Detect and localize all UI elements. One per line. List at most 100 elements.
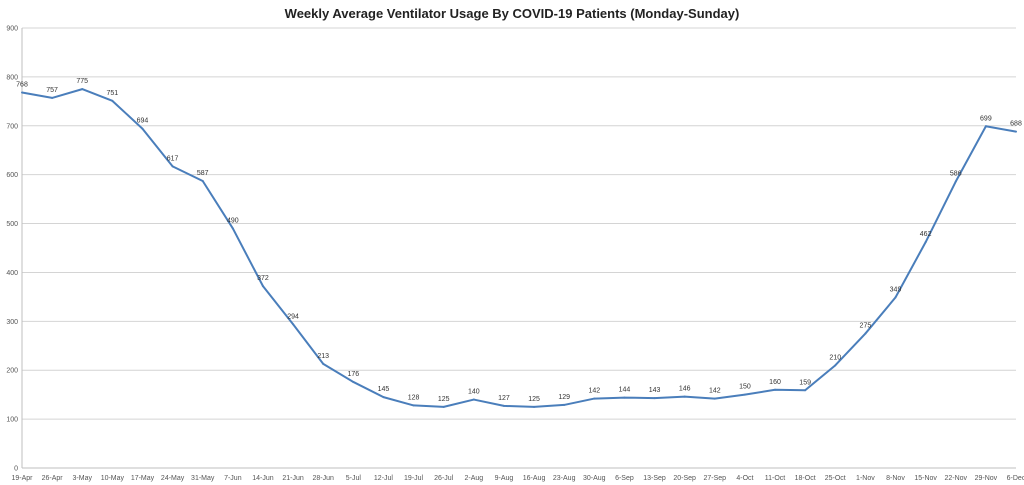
x-tick-label: 26-Jul (434, 475, 454, 482)
x-tick-label: 6-Dec (1007, 475, 1024, 482)
x-tick-label: 25-Oct (825, 475, 846, 482)
data-point (171, 165, 174, 168)
data-point (261, 285, 264, 288)
data-label: 150 (739, 384, 751, 391)
x-tick-label: 13-Sep (643, 475, 666, 482)
data-label: 768 (16, 82, 28, 89)
data-label: 128 (408, 394, 420, 401)
data-point (412, 404, 415, 407)
data-point (472, 398, 475, 401)
data-label: 142 (588, 388, 600, 395)
y-tick-label: 800 (6, 74, 18, 81)
y-tick-label: 100 (6, 417, 18, 424)
x-tick-label: 18-Oct (795, 475, 816, 482)
y-tick-label: 900 (6, 26, 18, 33)
x-tick-label: 8-Nov (886, 475, 905, 482)
x-tick-label: 16-Aug (523, 475, 546, 482)
y-tick-label: 500 (6, 221, 18, 228)
data-label: 349 (890, 286, 902, 293)
x-tick-label: 23-Aug (553, 475, 576, 482)
axes (21, 28, 1016, 469)
data-label: 372 (257, 275, 269, 282)
x-tick-label: 9-Aug (495, 475, 514, 482)
data-label: 688 (1010, 121, 1022, 128)
x-tick-label: 6-Sep (615, 475, 634, 482)
data-point (653, 397, 656, 400)
data-point (502, 404, 505, 407)
x-tick-label: 14-Jun (252, 475, 274, 482)
data-point (804, 389, 807, 392)
y-tick-label: 400 (6, 270, 18, 277)
x-tick-label: 28-Jun (313, 475, 335, 482)
x-tick-label: 27-Sep (703, 475, 726, 482)
series-line (21, 88, 1017, 408)
data-label: 129 (558, 394, 570, 401)
data-label: 275 (860, 323, 872, 330)
data-point (683, 395, 686, 398)
data-label: 159 (799, 379, 811, 386)
y-axis-ticks: 0 100 200 300 400 500 600 700 800 900 (6, 26, 18, 473)
data-label: 125 (438, 396, 450, 403)
series (21, 88, 1017, 408)
data-label: 144 (619, 387, 631, 394)
data-label: 142 (709, 388, 721, 395)
x-tick-label: 7-Jun (224, 475, 242, 482)
data-label: 210 (829, 354, 841, 361)
data-point (924, 241, 927, 244)
x-tick-label: 2-Aug (464, 475, 483, 482)
data-point (201, 180, 204, 183)
data-point (141, 127, 144, 130)
x-tick-label: 5-Jul (346, 475, 362, 482)
x-tick-label: 3-May (73, 475, 93, 482)
data-point (743, 393, 746, 396)
data-label: 160 (769, 379, 781, 386)
data-point (21, 91, 23, 94)
data-point (563, 403, 566, 406)
data-label: 213 (317, 353, 329, 360)
data-label: 127 (498, 395, 510, 402)
gridlines (22, 27, 1016, 469)
data-point (954, 180, 957, 183)
data-label: 587 (197, 170, 209, 177)
data-point (774, 388, 777, 391)
data-point (713, 397, 716, 400)
x-tick-label: 22-Nov (944, 475, 967, 482)
x-tick-label: 4-Oct (736, 475, 753, 482)
data-labels: 768 757 775 751 694 617 587 490 372 294 213 176 145 1… (16, 78, 1022, 403)
data-point (864, 332, 867, 335)
y-tick-label: 600 (6, 172, 18, 179)
data-point (111, 99, 114, 102)
data-label: 294 (287, 313, 299, 320)
data-point (834, 364, 837, 367)
data-label: 694 (137, 118, 149, 125)
chart-title: Weekly Average Ventilator Usage By COVID… (284, 6, 740, 21)
data-point (533, 405, 536, 408)
x-tick-label: 15-Nov (914, 475, 937, 482)
x-tick-label: 20-Sep (673, 475, 696, 482)
x-tick-label: 29-Nov (975, 475, 998, 482)
data-label: 699 (980, 115, 992, 122)
data-point (1015, 130, 1017, 133)
data-label: 462 (920, 231, 932, 238)
data-point (623, 396, 626, 399)
data-label: 176 (347, 371, 359, 378)
data-label: 146 (679, 386, 691, 393)
x-tick-label: 19-Apr (11, 475, 33, 482)
x-tick-label: 17-May (131, 475, 155, 482)
data-label: 125 (528, 396, 540, 403)
data-point (51, 96, 54, 99)
data-point (593, 397, 596, 400)
data-label: 751 (107, 90, 119, 97)
x-tick-label: 30-Aug (583, 475, 606, 482)
x-tick-label: 26-Apr (42, 475, 64, 482)
x-tick-label: 19-Jul (404, 475, 424, 482)
data-point (322, 362, 325, 365)
data-label: 143 (649, 387, 661, 394)
x-tick-label: 1-Nov (856, 475, 875, 482)
data-label: 586 (950, 171, 962, 178)
data-label: 775 (76, 78, 88, 85)
x-axis-ticks: 19-Apr 26-Apr 3-May 10-May 17-May 24-May 31-Ma… (11, 475, 1024, 482)
data-label: 617 (167, 155, 179, 162)
